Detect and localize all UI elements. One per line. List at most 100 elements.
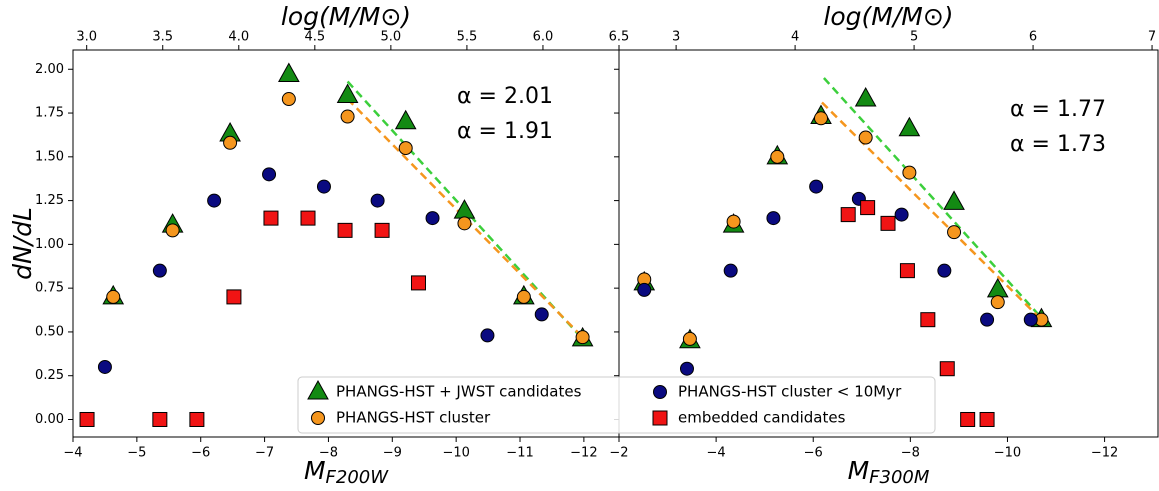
x-tick-label: −6	[804, 446, 823, 461]
circle-point	[682, 331, 697, 346]
circle-point	[809, 179, 824, 194]
circle-point	[340, 109, 355, 124]
circle-point	[894, 207, 909, 222]
circle-point	[575, 330, 590, 345]
panel: 0.00 0.25 0.50 0.75 1.00 1.25 1.50 1.75 2.00 −4 −5…	[8, 2, 629, 488]
x2-tick-label: 3.0	[76, 30, 97, 45]
triangle-point	[854, 87, 877, 107]
legend-label: PHANGS-HST + JWST candidates	[336, 383, 582, 401]
legend-swatch	[307, 379, 329, 400]
x2-tick-label: 5	[910, 30, 918, 45]
x-tick-label: −10	[994, 446, 1021, 461]
circle-point	[653, 385, 667, 399]
x2-tick-label: 5.5	[457, 30, 478, 45]
circle-point	[262, 167, 277, 182]
legend-swatch	[652, 410, 668, 426]
circle-point	[398, 141, 413, 156]
square-point	[880, 215, 896, 231]
circle-point	[723, 263, 738, 278]
square-point	[410, 275, 426, 291]
legend-swatch	[311, 411, 325, 425]
legend: PHANGS-HST + JWST candidates PHANGS-HST c…	[297, 376, 936, 434]
circle-point	[97, 359, 112, 374]
triangle-point	[898, 116, 921, 137]
circle-point	[152, 263, 167, 278]
circle-point	[980, 312, 995, 327]
square-point	[337, 222, 353, 238]
circle-point	[858, 130, 873, 145]
triangle-point	[307, 379, 329, 400]
x-axis-label: MF200W	[304, 456, 389, 488]
x2-tick-label: 5.0	[381, 30, 402, 45]
annotation: α = 2.01	[457, 84, 553, 109]
square-point	[152, 411, 168, 427]
square-point	[960, 411, 976, 427]
triangle-point	[336, 83, 359, 104]
circle-point	[165, 223, 180, 238]
triangle-point	[986, 277, 1009, 298]
fit-line	[822, 77, 1043, 319]
legend-label: PHANGS-HST cluster < 10Myr	[678, 383, 902, 401]
y-tick-label: 0.25	[35, 368, 64, 383]
x2-tick-label: 3	[672, 30, 680, 45]
panel: −2 −4 −6 −8 −10 −12 3 4 5 6 7 MF300M log(M/M⊙) α = 1.…	[609, 2, 1159, 488]
triangle-point	[394, 109, 417, 130]
x-tick-label: −12	[1091, 446, 1118, 461]
circle-point	[480, 328, 495, 343]
circle-point	[311, 411, 325, 425]
circle-point	[814, 111, 829, 126]
x-tick-label: −2	[609, 446, 628, 461]
annotation: α = 1.91	[457, 119, 553, 144]
circle-point	[207, 193, 222, 208]
square-point	[899, 263, 915, 279]
circle-point	[947, 225, 962, 240]
plot-frame	[618, 49, 1159, 438]
circle-point	[990, 295, 1005, 310]
y-tick-label: 1.50	[35, 149, 64, 164]
circle-point	[902, 165, 917, 180]
square-point	[860, 200, 876, 216]
y-tick-label: 0.00	[35, 412, 64, 427]
circle-point	[770, 149, 785, 164]
x2-tick-label: 6	[1029, 30, 1037, 45]
x-axis-label-main: M	[304, 456, 326, 485]
legend-label: PHANGS-HST cluster	[336, 409, 491, 427]
x-tick-label: −4	[63, 446, 82, 461]
x-tick-label: −4	[707, 446, 726, 461]
circle-point	[425, 211, 440, 226]
x-axis-label-sub: F300M	[869, 467, 930, 488]
y-tick-label: 1.75	[35, 106, 64, 121]
circle-point	[106, 289, 121, 304]
x-tick-label: −6	[191, 446, 210, 461]
annotation: α = 1.77	[1010, 97, 1106, 122]
circle-point	[766, 211, 781, 226]
square-point	[189, 411, 205, 427]
x-axis-label-sub: F200W	[326, 467, 390, 488]
x-tick-label: −10	[442, 446, 469, 461]
x-tick-label: −8	[901, 446, 920, 461]
triangle-point	[943, 190, 965, 210]
x-tick-label: −11	[506, 446, 533, 461]
fit-line	[346, 98, 584, 339]
square-point	[652, 410, 668, 426]
x2-axis-label: log(M/M⊙)	[281, 2, 411, 31]
legend-label: embedded candidates	[678, 409, 846, 427]
x-tick-label: −9	[383, 446, 402, 461]
y-tick-label: 0.50	[35, 324, 64, 339]
square-point	[374, 222, 390, 238]
y-tick-label: 0.75	[35, 281, 64, 296]
circle-point	[679, 361, 694, 376]
x-axis-label: MF300M	[848, 456, 930, 488]
circle-point	[516, 289, 531, 304]
circle-point	[457, 216, 472, 231]
x2-tick-label: 4	[791, 30, 799, 45]
circle-point	[937, 263, 952, 278]
square-point	[79, 411, 95, 427]
annotation: α = 1.73	[1010, 132, 1106, 157]
legend-box	[297, 376, 936, 434]
x2-axis-label: log(M/M⊙)	[823, 2, 953, 31]
circle-point	[534, 307, 549, 322]
y-tick-label: 1.00	[35, 237, 64, 252]
square-point	[939, 361, 955, 377]
